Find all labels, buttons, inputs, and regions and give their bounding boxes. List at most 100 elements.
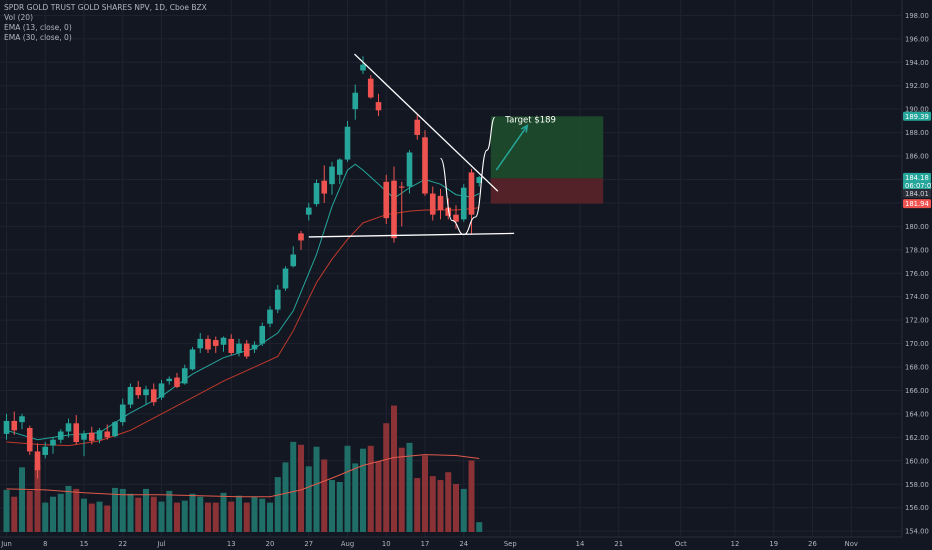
candle-body — [42, 446, 49, 455]
price-label-tag: 06:07:02 — [903, 180, 932, 190]
price-tick-label: 180.00 — [905, 223, 929, 231]
price-tag-text: 184.18 — [905, 174, 929, 182]
candle — [104, 424, 111, 440]
time-tick-label: 24 — [459, 540, 468, 548]
candle — [336, 158, 343, 185]
volume-bar — [174, 502, 180, 532]
candle-body — [57, 431, 64, 440]
time-tick-label: Oct — [675, 540, 687, 548]
candle-body — [243, 343, 250, 357]
price-tick-label: 168.00 — [905, 364, 929, 372]
time-tick-label: Aug — [341, 540, 354, 548]
volume-bar — [73, 488, 80, 532]
candle — [228, 334, 235, 356]
volume-bar — [321, 459, 328, 532]
ema30-line — [6, 207, 480, 447]
volume-bar — [88, 503, 95, 532]
volume-bar — [135, 497, 142, 532]
candle — [476, 175, 483, 187]
volume-bar — [143, 488, 149, 532]
volume-bar — [150, 496, 157, 532]
candle-body — [437, 195, 444, 210]
candle-body — [476, 177, 483, 183]
candle-body — [313, 183, 320, 205]
price-tag-background — [903, 111, 931, 121]
time-tick-label: 20 — [266, 540, 275, 548]
candle-body — [197, 338, 204, 349]
candle-body — [158, 383, 165, 398]
volume-bar — [429, 476, 436, 532]
price-tick-label: 172.00 — [905, 317, 929, 325]
volume-indicator-label: Vol (20) — [4, 13, 34, 22]
volume-bars — [3, 405, 483, 532]
candle — [19, 413, 25, 430]
candle-body — [96, 430, 103, 440]
candle — [437, 188, 444, 220]
candle — [274, 284, 281, 314]
candle-body — [135, 386, 142, 396]
candle — [360, 56, 366, 74]
candle — [453, 205, 459, 229]
volume-bar — [391, 405, 397, 532]
target-arrow-line — [495, 125, 528, 171]
candle — [352, 84, 359, 120]
candle — [313, 179, 320, 207]
price-tag-text: 181.94 — [905, 200, 929, 208]
volume-bar — [414, 478, 421, 532]
candles — [3, 56, 483, 479]
volume-bar — [375, 461, 382, 532]
candle-body — [88, 432, 95, 441]
price-tick-label: 176.00 — [905, 270, 929, 278]
candle-body — [228, 338, 235, 353]
candle-body — [19, 416, 25, 423]
price-tick-label: 156.00 — [905, 504, 929, 512]
volume-bar — [57, 493, 64, 532]
volume-bar — [383, 423, 390, 532]
time-tick-label: 17 — [421, 540, 430, 548]
candle-body — [174, 377, 180, 387]
time-tick-label: 22 — [118, 540, 127, 548]
volume-bar — [336, 482, 343, 532]
price-tick-label: 194.00 — [905, 59, 929, 67]
time-tick-label: 10 — [382, 540, 391, 548]
price-tag-text: 189.39 — [905, 113, 929, 121]
candle — [460, 184, 467, 222]
candle — [429, 186, 436, 221]
candle — [174, 372, 180, 389]
candle-body — [189, 349, 196, 370]
candle-body — [305, 207, 312, 215]
time-tick-label: 27 — [304, 540, 313, 548]
candle — [81, 430, 87, 457]
price-tick-label: 174.00 — [905, 293, 929, 301]
candle-body — [212, 340, 219, 346]
price-tag-background — [903, 199, 931, 209]
price-label-tag: 189.39 — [903, 111, 931, 121]
price-tag-background — [903, 180, 931, 190]
candle — [11, 411, 18, 436]
volume-bar — [81, 498, 87, 532]
candle — [57, 429, 64, 444]
candle-body — [236, 343, 242, 353]
volume-bar — [406, 442, 413, 532]
price-tag-background — [903, 172, 931, 182]
candle — [321, 165, 328, 203]
time-tick-label: 8 — [43, 540, 47, 548]
candle — [119, 398, 126, 426]
candle — [96, 427, 103, 444]
candle — [181, 364, 188, 385]
candle-body — [406, 152, 413, 187]
price-tick-label: 154.00 — [905, 528, 929, 536]
time-tick-label: 21 — [614, 540, 623, 548]
candle-body — [3, 420, 10, 434]
candle — [135, 381, 142, 399]
price-tick-label: 158.00 — [905, 481, 929, 489]
volume-bar — [181, 500, 188, 532]
volume-bar — [476, 522, 483, 532]
time-tick-label: 12 — [731, 540, 740, 548]
volume-bar — [96, 501, 103, 532]
price-label-tag: 184.18 — [903, 172, 931, 182]
price-tick-label: 178.00 — [905, 246, 929, 254]
candle-body — [65, 423, 72, 432]
candle — [34, 443, 41, 479]
